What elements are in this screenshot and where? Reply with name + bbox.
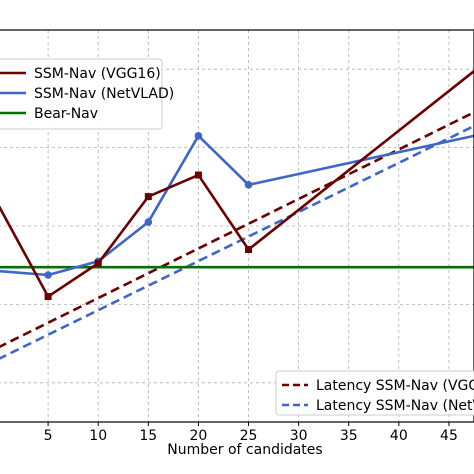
data-point: [144, 193, 152, 201]
legend-top-left: SSM-Nav (VGG16) SSM-Nav (NetVLAD) Bear-Nav: [0, 58, 174, 130]
plot-frame: [0, 29, 474, 423]
data-point: [244, 181, 253, 189]
series-line: [0, 134, 474, 277]
data-point: [194, 171, 202, 179]
legend-label: SSM-Nav (NetVLAD): [34, 86, 174, 102]
series-layer: [0, 70, 474, 360]
legend-label: Latency SSM-Nav (VGG16): [316, 378, 474, 394]
legend-box: [0, 58, 163, 130]
data-point: [194, 132, 203, 140]
data-point: [94, 259, 102, 267]
series-line: [0, 111, 474, 348]
x-tick-label: 40: [390, 428, 408, 444]
data-point: [44, 271, 52, 279]
x-tick-label: 5: [44, 428, 53, 444]
legend-label: SSM-Nav (VGG16): [34, 66, 161, 82]
data-point: [44, 293, 52, 301]
x-axis-label: Number of candidates: [167, 442, 322, 458]
x-tick-label: 10: [89, 428, 107, 444]
legend-bottom-right: Latency SSM-Nav (VGG16) Latency SSM-Nav (…: [275, 370, 474, 416]
x-tick-label: 35: [340, 428, 358, 444]
x-tick-label: 20: [190, 428, 208, 444]
legend-label: Bear-Nav: [34, 106, 98, 122]
data-point: [245, 246, 253, 254]
legend-label: Latency SSM-Nav (NetVLAD): [316, 398, 474, 414]
x-tick-label: 45: [440, 428, 458, 444]
series-line: [0, 124, 474, 360]
legend-box: [275, 370, 474, 416]
x-ticks: 5 10 15 20 25 30 35 40 45: [44, 422, 458, 444]
x-tick-label: 30: [290, 428, 308, 444]
x-tick-label: 15: [139, 428, 157, 444]
x-tick-label: 25: [240, 428, 258, 444]
data-point: [144, 218, 153, 226]
